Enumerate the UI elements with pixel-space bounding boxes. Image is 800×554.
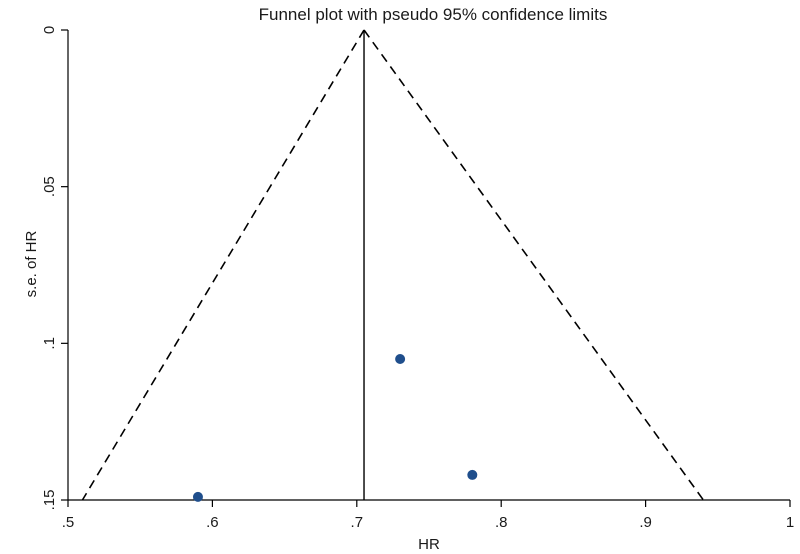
y-tick-label: 0 xyxy=(41,26,58,34)
study-points xyxy=(192,354,478,502)
study-point xyxy=(395,354,406,364)
x-tick-label: .7 xyxy=(351,514,364,531)
upper-confidence-limit-line xyxy=(363,29,705,501)
x-tick-label: .9 xyxy=(639,514,652,531)
x-tick-label: .8 xyxy=(495,514,508,531)
lower-confidence-limit-line xyxy=(81,29,365,501)
y-tick-label: .1 xyxy=(41,337,58,350)
study-point xyxy=(192,491,203,502)
x-axis-label: HR xyxy=(418,536,440,553)
chart-title: Funnel plot with pseudo 95% confidence l… xyxy=(259,5,608,24)
y-tick-label: .05 xyxy=(41,176,58,197)
x-tick-label: 1 xyxy=(786,514,794,531)
x-tick-label: .5 xyxy=(62,514,75,531)
x-axis-ticks: .5 .6 .7 .8 .9 1 xyxy=(62,500,794,531)
x-tick-label: .6 xyxy=(206,514,219,531)
y-axis-label: s.e. of HR xyxy=(23,230,40,297)
y-tick-label: .15 xyxy=(41,490,58,511)
study-point xyxy=(467,469,478,480)
y-axis-ticks: 0 .05 .1 .15 xyxy=(41,26,68,511)
confidence-funnel xyxy=(81,29,705,501)
